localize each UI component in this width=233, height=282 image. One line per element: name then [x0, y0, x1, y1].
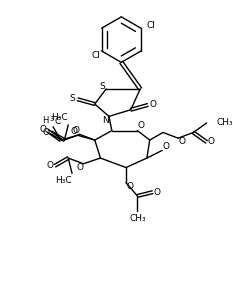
Text: O: O [126, 182, 133, 191]
Text: H₃C: H₃C [55, 176, 72, 185]
Text: O: O [138, 121, 145, 130]
Text: O: O [162, 142, 169, 151]
Text: S: S [69, 94, 75, 103]
Text: C: C [55, 116, 61, 125]
Text: O: O [149, 100, 156, 109]
Text: 3: 3 [49, 116, 53, 122]
Text: H₃C: H₃C [51, 113, 68, 122]
Text: N: N [102, 116, 109, 125]
Text: O: O [208, 137, 215, 146]
Text: O: O [70, 127, 77, 136]
Text: O: O [178, 137, 185, 146]
Text: CH₃: CH₃ [129, 214, 146, 223]
Text: Cl: Cl [92, 51, 100, 60]
Text: O: O [76, 163, 83, 172]
Text: O: O [43, 128, 50, 137]
Text: O: O [39, 125, 46, 134]
Text: O: O [72, 126, 79, 135]
Text: S: S [99, 81, 105, 91]
Text: O: O [154, 188, 161, 197]
Text: H: H [42, 116, 49, 125]
Text: O: O [47, 161, 54, 170]
Text: CH₃: CH₃ [216, 118, 233, 127]
Text: Cl: Cl [146, 21, 155, 30]
